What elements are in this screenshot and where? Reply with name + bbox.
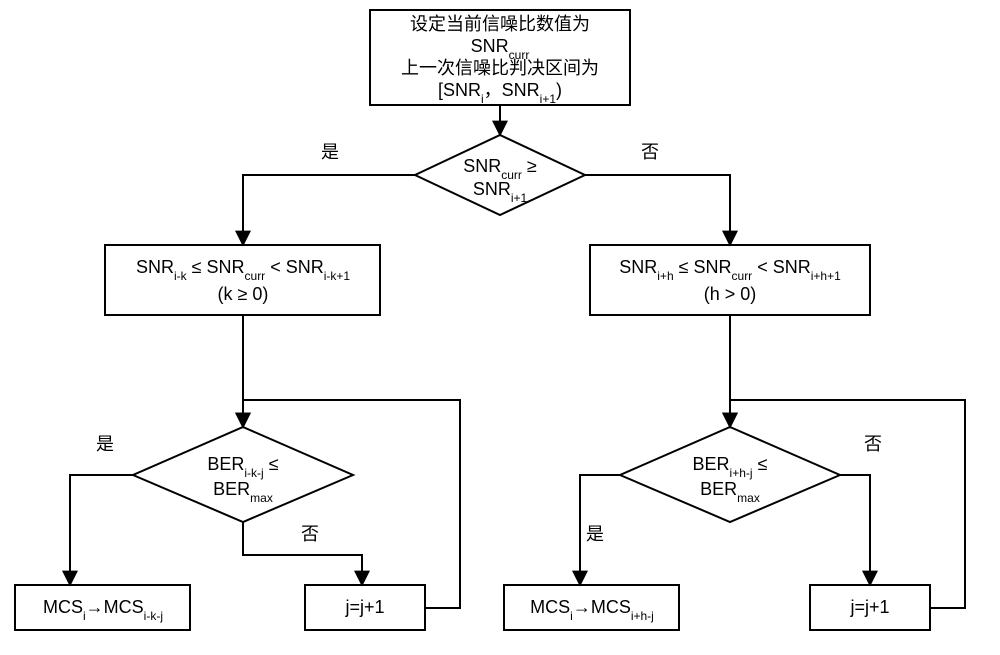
decision-ber-left	[133, 427, 353, 522]
start-line1: 设定当前信噪比数值为	[410, 14, 590, 34]
d2r-yes-label: 是	[586, 524, 604, 544]
start-line3: 上一次信噪比判决区间为	[401, 58, 599, 78]
d1-no-label: 否	[641, 142, 659, 162]
d2r-no-label: 否	[864, 434, 882, 454]
right-cond-line2: (h > 0)	[704, 284, 757, 304]
edge-d1-left_cond	[243, 175, 415, 245]
d2l-yes-label: 是	[96, 434, 114, 454]
j-left-text: j=j+1	[344, 597, 384, 617]
edge-d1-right_cond	[585, 175, 730, 245]
d1-yes-label: 是	[321, 142, 339, 162]
left-cond-line2: (k ≥ 0)	[218, 284, 269, 304]
d2l-no-label: 否	[301, 524, 319, 544]
j-right-text: j=j+1	[849, 597, 889, 617]
edge-d2_right_no-j_right	[840, 475, 870, 585]
edge-d2_left_yes-mcs_left	[70, 475, 133, 585]
